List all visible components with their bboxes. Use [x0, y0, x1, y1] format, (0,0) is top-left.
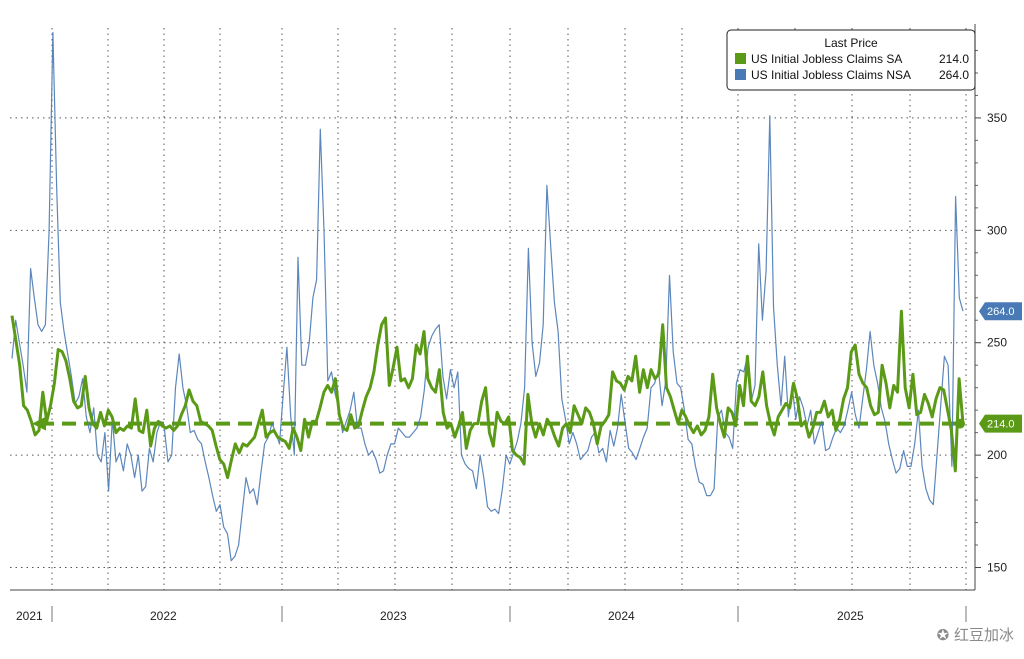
- series-line-sa: [10, 309, 965, 480]
- y-tick-label: 300: [987, 223, 1007, 237]
- watermark-text: 红豆加冰: [953, 626, 1014, 644]
- legend-entry-name: US Initial Jobless Claims NSA: [751, 68, 911, 82]
- legend-entry-value: 214.0: [939, 52, 969, 66]
- last-value-badges: 214.0 264.0: [979, 302, 1022, 433]
- year-grid-lines: [51, 28, 967, 590]
- x-tick-label: 2023: [380, 609, 407, 623]
- x-tick-label: 2025: [837, 609, 864, 623]
- x-axis: 2021 2022 2023 2024 2025: [10, 589, 975, 623]
- badge-background: [979, 302, 1022, 321]
- x-tick-label: 2022: [150, 609, 177, 623]
- badge-label: 264.0: [987, 306, 1015, 318]
- y-tick-label: 200: [987, 448, 1007, 462]
- y-axis: 150 200 250 300 350: [974, 24, 1007, 590]
- legend-entry-name: US Initial Jobless Claims SA: [751, 52, 902, 66]
- legend-swatch: [735, 69, 746, 80]
- legend-title: Last Price: [824, 36, 878, 50]
- watermark-icon: ✪: [936, 626, 954, 644]
- legend-entry-value: 264.0: [939, 68, 969, 82]
- x-tick-label: 2021: [16, 609, 43, 623]
- y-tick-label: 350: [987, 111, 1007, 125]
- grid-lines: [10, 117, 966, 569]
- badge-nsa: 264.0: [979, 302, 1022, 321]
- y-tick-label: 250: [987, 336, 1007, 350]
- legend-box: [726, 29, 976, 91]
- watermark: ✪ 红豆加冰: [937, 624, 1014, 645]
- series-line-nsa: [11, 31, 964, 562]
- badge-sa: 214.0: [979, 414, 1022, 433]
- legend-swatch: [735, 53, 746, 64]
- legend: Last Price US Initial Jobless Claims SA 21…: [726, 29, 976, 91]
- x-tick-label: 2024: [608, 609, 635, 623]
- y-tick-label: 150: [987, 561, 1007, 575]
- badge-background: [979, 414, 1022, 433]
- series-layer: [10, 31, 965, 562]
- badge-label: 214.0: [987, 419, 1015, 431]
